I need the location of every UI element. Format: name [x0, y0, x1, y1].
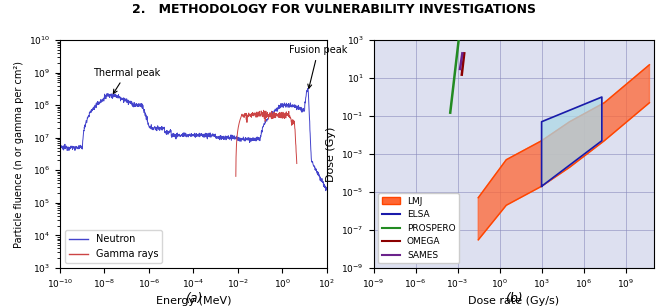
- Text: 2.   METHODOLOGY FOR VULNERABILITY INVESTIGATIONS: 2. METHODOLOGY FOR VULNERABILITY INVESTI…: [131, 3, 536, 16]
- Gamma rays: [252, 114, 260, 118]
- X-axis label: Energy (MeV): Energy (MeV): [155, 296, 231, 306]
- Gamma rays: [232, 175, 240, 178]
- Line: Neutron: Neutron: [60, 88, 327, 191]
- Neutron: [146, 124, 154, 128]
- Legend: LMJ, ELSA, PROSPERO, OMEGA, SAMES: LMJ, ELSA, PROSPERO, OMEGA, SAMES: [378, 193, 459, 263]
- Neutron: [101, 93, 109, 97]
- Gamma rays: [275, 111, 283, 115]
- Text: (a): (a): [185, 292, 202, 305]
- Neutron: [321, 189, 329, 192]
- Neutron: [323, 188, 331, 192]
- Gamma rays: [269, 112, 277, 116]
- Polygon shape: [542, 97, 602, 186]
- Polygon shape: [478, 65, 650, 240]
- Neutron: [91, 104, 99, 108]
- Neutron: [171, 135, 179, 139]
- X-axis label: Dose rate (Gy/s): Dose rate (Gy/s): [468, 296, 559, 306]
- Neutron: [56, 146, 64, 150]
- Neutron: [202, 131, 210, 135]
- Text: (b): (b): [505, 292, 522, 305]
- Neutron: [196, 133, 204, 137]
- Legend: Neutron, Gamma rays: Neutron, Gamma rays: [65, 230, 162, 263]
- Neutron: [304, 87, 312, 90]
- Y-axis label: Particle fluence (n or gamma per cm²): Particle fluence (n or gamma per cm²): [13, 60, 23, 248]
- Gamma rays: [246, 113, 254, 117]
- Text: Thermal peak: Thermal peak: [93, 68, 160, 93]
- Gamma rays: [259, 108, 267, 112]
- Text: Fusion peak: Fusion peak: [289, 45, 348, 88]
- Y-axis label: Dose (Gy): Dose (Gy): [325, 126, 336, 182]
- Gamma rays: [266, 111, 274, 115]
- Gamma rays: [293, 162, 301, 165]
- Gamma rays: [270, 112, 278, 116]
- Line: Gamma rays: Gamma rays: [236, 110, 297, 176]
